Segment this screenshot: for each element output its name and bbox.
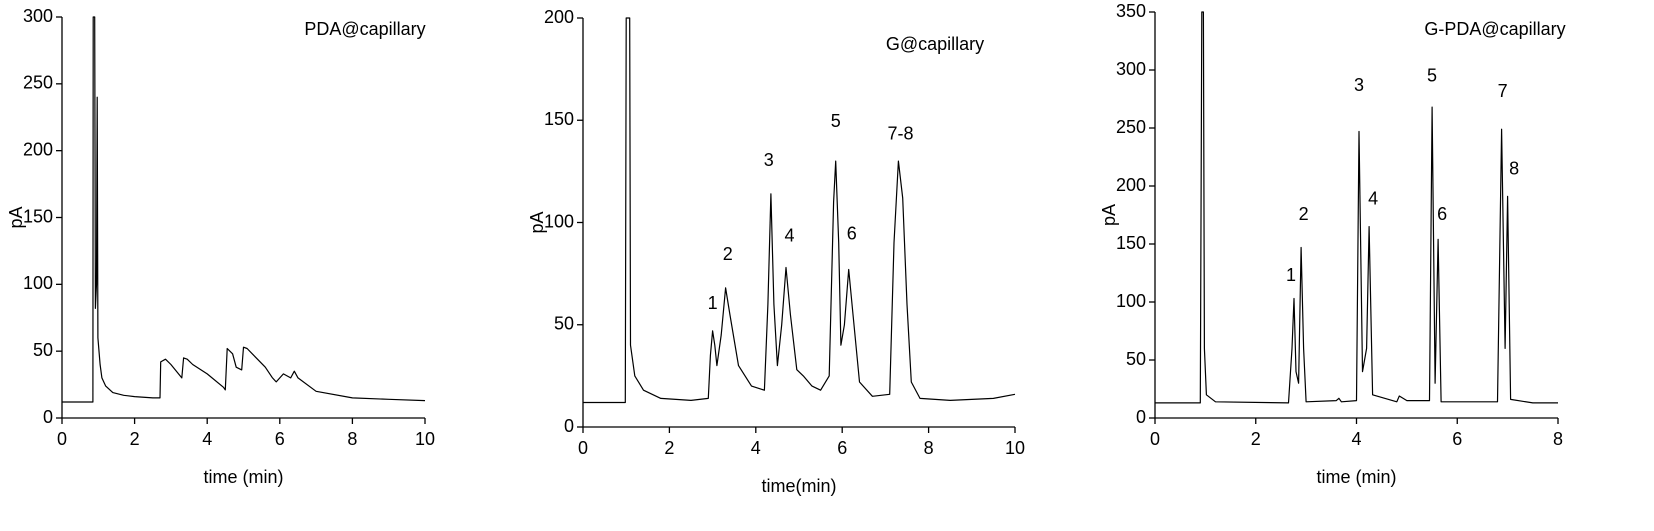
peak-label: 8 [1509,159,1519,179]
panel-title: G@capillary [886,34,984,54]
x-tick-label: 8 [1553,429,1563,449]
y-axis-label: pA [527,211,547,233]
y-tick-label: 300 [23,6,53,26]
trace [1155,11,1558,404]
y-tick-label: 0 [564,416,574,436]
x-axis-label: time (min) [204,467,284,487]
peak-label: 5 [1427,66,1437,86]
x-tick-label: 2 [1251,429,1261,449]
peak-label: 5 [831,111,841,131]
y-tick-label: 0 [1136,407,1146,427]
peak-label: 3 [764,150,774,170]
x-tick-label: 10 [1005,438,1025,458]
x-tick-label: 2 [664,438,674,458]
y-tick-label: 250 [1116,117,1146,137]
peak-label: 6 [1437,204,1447,224]
y-tick-label: 100 [1116,291,1146,311]
y-tick-label: 50 [1126,349,1146,369]
y-tick-label: 350 [1116,1,1146,21]
y-tick-label: 250 [23,73,53,93]
x-tick-label: 2 [130,429,140,449]
peak-label: 4 [784,226,794,246]
y-tick-label: 200 [1116,175,1146,195]
y-tick-label: 100 [544,211,574,231]
peak-label: 7 [1498,81,1508,101]
x-tick-label: 8 [347,429,357,449]
trace [583,17,1016,404]
x-tick-label: 4 [751,438,761,458]
y-tick-label: 200 [23,139,53,159]
y-tick-label: 150 [1116,233,1146,253]
peak-label: 1 [708,293,718,313]
x-tick-label: 6 [275,429,285,449]
y-axis-label: pA [1099,204,1119,226]
panel-title: G-PDA@capillary [1424,19,1565,39]
x-tick-label: 8 [924,438,934,458]
x-axis-label: time (min) [1317,467,1397,487]
x-axis-label: time(min) [762,476,837,496]
y-tick-label: 50 [33,340,53,360]
x-tick-label: 10 [415,429,435,449]
x-tick-label: 6 [1452,429,1462,449]
peak-label: 4 [1368,189,1378,209]
y-tick-label: 0 [43,407,53,427]
x-tick-label: 0 [1150,429,1160,449]
peak-label: 6 [847,224,857,244]
y-tick-label: 200 [544,7,574,27]
y-tick-label: 150 [23,206,53,226]
peak-label: 7-8 [888,123,914,143]
peak-label: 1 [1286,265,1296,285]
trace [62,16,426,403]
x-tick-label: 4 [1351,429,1361,449]
x-tick-label: 6 [837,438,847,458]
peak-label: 2 [723,244,733,264]
y-tick-label: 50 [554,314,574,334]
peak-label: 2 [1299,204,1309,224]
panel-title: PDA@capillary [304,19,425,39]
y-tick-label: 300 [1116,59,1146,79]
y-tick-label: 100 [23,273,53,293]
x-tick-label: 0 [578,438,588,458]
y-axis-label: pA [6,206,26,228]
peak-label: 3 [1354,75,1364,95]
y-tick-label: 150 [544,109,574,129]
x-tick-label: 0 [57,429,67,449]
x-tick-label: 4 [202,429,212,449]
